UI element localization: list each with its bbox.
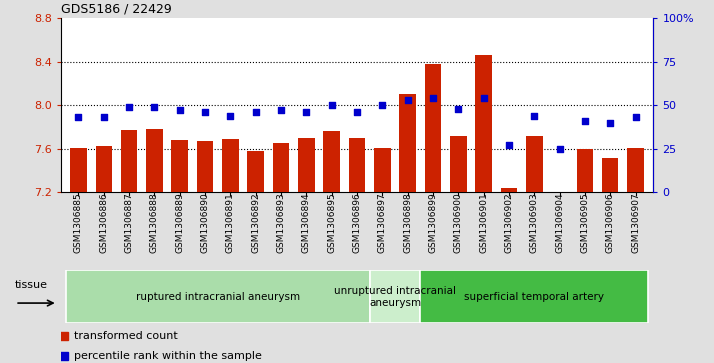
Point bbox=[199, 109, 211, 115]
Bar bbox=[526, 136, 543, 192]
Point bbox=[376, 102, 388, 108]
Text: GSM1306886: GSM1306886 bbox=[99, 192, 109, 253]
Point bbox=[503, 142, 515, 148]
FancyBboxPatch shape bbox=[370, 270, 421, 323]
Bar bbox=[374, 148, 391, 192]
Bar bbox=[171, 140, 188, 192]
Text: GSM1306895: GSM1306895 bbox=[327, 192, 336, 253]
Point bbox=[402, 97, 413, 103]
Text: GSM1306891: GSM1306891 bbox=[226, 192, 235, 253]
FancyBboxPatch shape bbox=[421, 270, 648, 323]
Point bbox=[528, 113, 540, 119]
Point bbox=[630, 115, 641, 121]
Text: GSM1306898: GSM1306898 bbox=[403, 192, 412, 253]
Text: GSM1306901: GSM1306901 bbox=[479, 192, 488, 253]
Text: GSM1306900: GSM1306900 bbox=[454, 192, 463, 253]
Bar bbox=[628, 148, 644, 192]
Text: GSM1306906: GSM1306906 bbox=[605, 192, 615, 253]
Bar bbox=[121, 130, 137, 192]
Text: GSM1306905: GSM1306905 bbox=[580, 192, 590, 253]
Text: GSM1306896: GSM1306896 bbox=[353, 192, 361, 253]
Bar bbox=[577, 149, 593, 192]
Text: superficial temporal artery: superficial temporal artery bbox=[464, 292, 604, 302]
Point bbox=[250, 109, 261, 115]
Point bbox=[276, 107, 287, 113]
Point bbox=[554, 146, 565, 152]
Point bbox=[174, 107, 186, 113]
Text: GSM1306894: GSM1306894 bbox=[302, 192, 311, 253]
Text: GSM1306892: GSM1306892 bbox=[251, 192, 260, 253]
Point bbox=[98, 115, 109, 121]
Text: GSM1306902: GSM1306902 bbox=[505, 192, 513, 253]
Point bbox=[579, 118, 590, 124]
Text: GSM1306887: GSM1306887 bbox=[124, 192, 134, 253]
Bar bbox=[298, 138, 315, 192]
Text: GSM1306899: GSM1306899 bbox=[428, 192, 438, 253]
Bar bbox=[501, 188, 517, 192]
Bar bbox=[450, 136, 466, 192]
Bar bbox=[273, 143, 289, 192]
Point bbox=[301, 109, 312, 115]
Text: GSM1306889: GSM1306889 bbox=[175, 192, 184, 253]
Text: GSM1306890: GSM1306890 bbox=[201, 192, 209, 253]
Text: tissue: tissue bbox=[15, 280, 48, 290]
Text: GSM1306904: GSM1306904 bbox=[555, 192, 564, 253]
Point bbox=[149, 104, 160, 110]
Text: GSM1306888: GSM1306888 bbox=[150, 192, 159, 253]
Text: GSM1306885: GSM1306885 bbox=[74, 192, 83, 253]
Point bbox=[225, 113, 236, 119]
FancyBboxPatch shape bbox=[66, 270, 370, 323]
Text: ruptured intracranial aneurysm: ruptured intracranial aneurysm bbox=[136, 292, 300, 302]
Point bbox=[124, 104, 135, 110]
Bar bbox=[70, 148, 86, 192]
Text: GSM1306893: GSM1306893 bbox=[276, 192, 286, 253]
Bar bbox=[146, 129, 163, 192]
Point bbox=[605, 120, 616, 126]
Text: unruptured intracranial
aneurysm: unruptured intracranial aneurysm bbox=[334, 286, 456, 307]
Bar bbox=[323, 131, 340, 192]
Point bbox=[427, 95, 438, 101]
Point bbox=[478, 95, 489, 101]
Text: GDS5186 / 22429: GDS5186 / 22429 bbox=[61, 3, 171, 16]
Bar bbox=[476, 55, 492, 192]
Bar bbox=[96, 146, 112, 192]
Text: GSM1306907: GSM1306907 bbox=[631, 192, 640, 253]
Point bbox=[453, 106, 464, 112]
Point bbox=[326, 102, 338, 108]
Point bbox=[351, 109, 363, 115]
Bar bbox=[348, 138, 366, 192]
Text: percentile rank within the sample: percentile rank within the sample bbox=[74, 351, 261, 361]
Bar bbox=[222, 139, 238, 192]
Bar bbox=[425, 64, 441, 192]
Bar bbox=[551, 192, 568, 203]
Text: GSM1306903: GSM1306903 bbox=[530, 192, 539, 253]
Point bbox=[73, 115, 84, 121]
Bar bbox=[399, 94, 416, 192]
Bar bbox=[197, 141, 213, 192]
Bar bbox=[248, 151, 264, 192]
Text: GSM1306897: GSM1306897 bbox=[378, 192, 387, 253]
Text: transformed count: transformed count bbox=[74, 331, 178, 341]
Bar bbox=[602, 158, 618, 192]
